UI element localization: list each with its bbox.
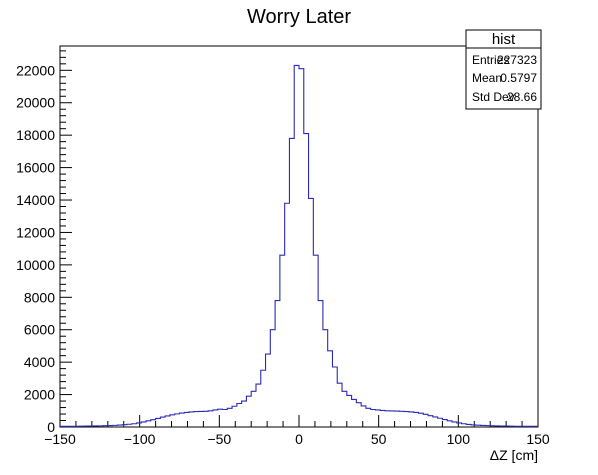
y-tick-label: 12000: [16, 224, 55, 240]
stats-mean-label: Mean: [472, 71, 502, 85]
y-tick-label: 6000: [24, 322, 55, 338]
y-tick-label: 10000: [16, 257, 55, 273]
y-axis: 0 2000 4000 6000 8000 10000 12000 14000 16000 180…: [16, 50, 72, 435]
x-axis: −150 −100 −50 0 50 100 150: [44, 415, 550, 447]
chart-title: Worry Later: [247, 6, 351, 28]
y-tick-label: 0: [47, 419, 55, 435]
y-tick-label: 14000: [16, 192, 55, 208]
x-tick-label: 100: [447, 431, 471, 447]
x-tick-label: −100: [124, 431, 156, 447]
stats-box: hist Entries 227323 Mean 0.5797 Std Dev …: [465, 29, 542, 110]
y-tick-label: 2000: [24, 387, 55, 403]
stats-box-title: hist: [492, 31, 516, 48]
y-tick-label: 16000: [16, 160, 55, 176]
y-tick-label: 20000: [16, 95, 55, 111]
x-tick-label: 0: [295, 431, 303, 447]
y-tick-label: 4000: [24, 354, 55, 370]
stats-entries-label: Entries: [472, 53, 509, 67]
stats-entries-value: 227323: [497, 53, 537, 67]
stats-stddev-label: Std Dev: [472, 90, 515, 104]
stats-mean-value: 0.5797: [500, 71, 537, 85]
y-tick-label: 18000: [16, 127, 55, 143]
histogram-series: [60, 64, 538, 427]
stats-stddev-value: 28.66: [507, 90, 537, 104]
x-tick-label: 50: [371, 431, 387, 447]
x-axis-title: ΔZ [cm]: [490, 447, 538, 463]
y-tick-label: 22000: [16, 62, 55, 78]
y-tick-label: 8000: [24, 289, 55, 305]
x-tick-label: −50: [207, 431, 231, 447]
x-tick-label: 150: [526, 431, 550, 447]
x-tick-label: −150: [44, 431, 76, 447]
